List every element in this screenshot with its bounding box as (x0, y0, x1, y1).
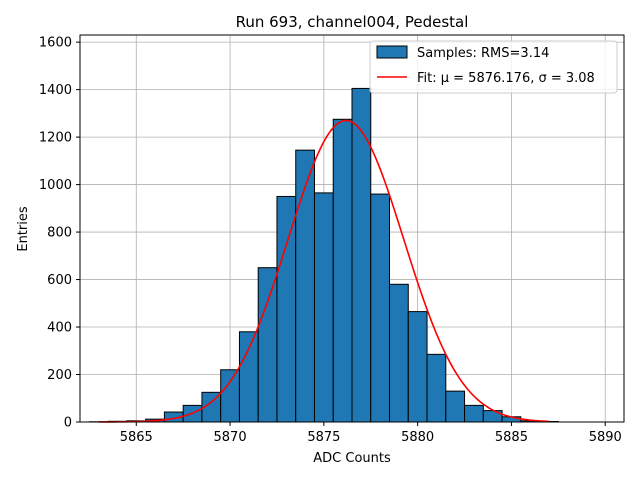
histogram-bar (238, 331, 259, 423)
histogram-bar (332, 118, 353, 423)
x-tick-label: 5885 (495, 430, 528, 445)
y-tick-label: 1000 (39, 178, 72, 193)
y-tick-label: 0 (64, 416, 72, 431)
histogram-bar (351, 87, 372, 423)
histogram-bar (407, 311, 428, 423)
histogram-bar (370, 193, 391, 423)
x-tick-label: 5880 (401, 430, 434, 445)
x-axis-ticks: 5865 5870 5875 5880 5885 5890 (120, 422, 622, 445)
y-tick-label: 1600 (39, 36, 72, 51)
histogram-bar (426, 353, 447, 423)
histogram-bar (276, 195, 297, 423)
x-tick-label: 5890 (589, 430, 622, 445)
histogram-bar (313, 192, 334, 423)
histogram-bars (88, 87, 559, 423)
x-axis-label: ADC Counts (313, 451, 391, 466)
histogram-bar (220, 369, 240, 423)
x-tick-label: 5870 (214, 430, 247, 445)
legend-box (369, 40, 618, 94)
y-tick-label: 200 (47, 368, 72, 383)
y-axis-ticks: 0 200 400 600 800 1000 1200 1400 1600 (39, 36, 80, 431)
legend-label-samples: Samples: RMS=3.14 (417, 46, 549, 61)
histogram-bar (257, 267, 278, 423)
y-axis-label: Entries (16, 206, 31, 252)
plot-frame (79, 34, 625, 423)
histogram-bar (389, 283, 409, 423)
y-tick-label: 1400 (39, 83, 72, 98)
legend: Samples: RMS=3.14 Fit: μ = 5876.176, σ =… (369, 40, 618, 94)
y-tick-label: 800 (47, 226, 72, 241)
legend-swatch-samples (376, 45, 408, 59)
histogram-bar (464, 404, 484, 423)
histogram-bar (445, 390, 466, 423)
x-tick-label: 5865 (120, 430, 153, 445)
x-tick-label: 5875 (307, 430, 340, 445)
chart-title: Run 693, channel004, Pedestal (236, 13, 469, 31)
legend-label-fit: Fit: μ = 5876.176, σ = 3.08 (417, 71, 595, 86)
y-tick-label: 1200 (39, 131, 72, 146)
y-tick-label: 400 (47, 321, 72, 336)
histogram-bar (295, 149, 315, 423)
fit-curve (98, 119, 549, 423)
y-tick-label: 600 (47, 273, 72, 288)
